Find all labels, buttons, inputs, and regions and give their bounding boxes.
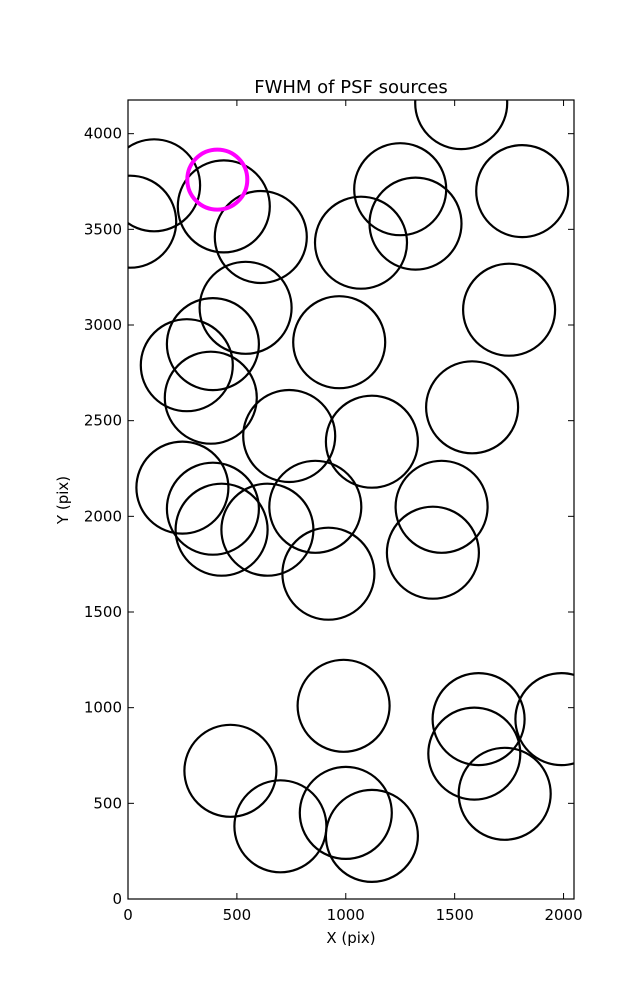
source-marker [296,658,391,753]
source-marker [183,723,278,818]
source-marker [324,788,419,884]
highlight-marker [185,147,250,212]
source-marker [353,142,448,237]
x-tick-label: 500 [223,906,252,924]
source-marker [414,100,509,151]
x-tick-label: 2000 [544,906,582,924]
y-tick-label: 2000 [84,507,122,525]
y-tick-label: 0 [112,890,122,908]
source-marker [462,262,557,357]
source-marker [324,394,419,489]
marker-layer [128,100,574,884]
y-tick-label: 4000 [84,125,122,143]
source-marker [165,461,260,556]
source-marker [313,195,409,290]
y-axis-label: Y (pix) [54,476,72,525]
x-tick-label: 1500 [436,906,474,924]
y-tick-label: 2500 [84,412,122,430]
y-tick-label: 3500 [84,220,122,238]
y-tick-label: 3000 [84,316,122,334]
source-marker [475,144,570,239]
x-axis-label: X (pix) [326,929,375,947]
x-axis: 0 500 1000 1500 2000 [123,100,583,924]
source-marker [233,779,328,874]
source-marker [198,260,293,355]
source-marker [268,459,363,554]
source-marker [128,138,202,233]
source-marker [427,706,522,801]
source-marker [514,672,574,767]
source-marker [176,159,271,254]
chart-title: FWHM of PSF sources [254,77,448,98]
source-marker [368,176,463,271]
source-marker [135,440,230,535]
y-axis: 0 500 1000 1500 2000 2500 3000 3500 4000 [84,125,574,908]
source-marker [394,459,489,554]
y-tick-label: 500 [93,794,122,812]
x-tick-label: 0 [123,906,133,924]
source-marker [165,297,260,392]
source-marker [163,350,258,445]
x-tick-label: 1000 [327,906,365,924]
source-marker [425,360,520,455]
source-marker [457,746,552,841]
source-marker [139,318,234,413]
source-marker [431,671,526,767]
source-marker [385,505,480,600]
source-marker [128,174,178,269]
source-marker [281,526,376,621]
source-marker [242,388,337,484]
y-tick-label: 1500 [84,603,122,621]
source-marker [298,765,393,861]
plot-frame [127,99,575,900]
source-marker [213,189,308,285]
y-tick-label: 1000 [84,699,122,717]
source-marker [292,295,387,390]
source-marker [174,482,269,577]
